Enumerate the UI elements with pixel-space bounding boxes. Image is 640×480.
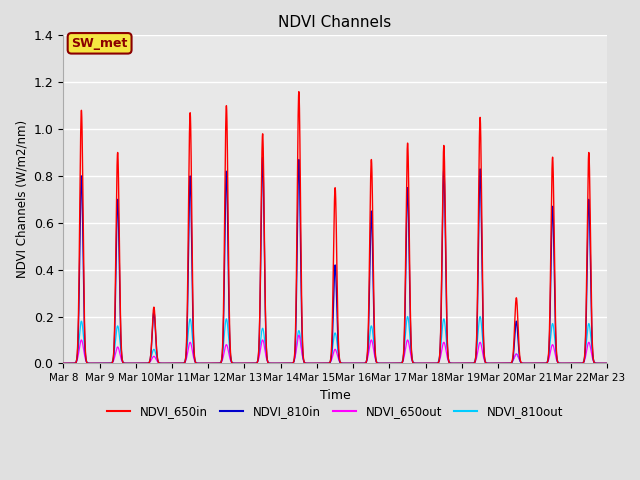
Y-axis label: NDVI Channels (W/m2/nm): NDVI Channels (W/m2/nm) [15, 120, 28, 278]
Text: SW_met: SW_met [72, 37, 128, 50]
Legend: NDVI_650in, NDVI_810in, NDVI_650out, NDVI_810out: NDVI_650in, NDVI_810in, NDVI_650out, NDV… [102, 401, 568, 423]
Title: NDVI Channels: NDVI Channels [278, 15, 392, 30]
X-axis label: Time: Time [320, 389, 351, 402]
